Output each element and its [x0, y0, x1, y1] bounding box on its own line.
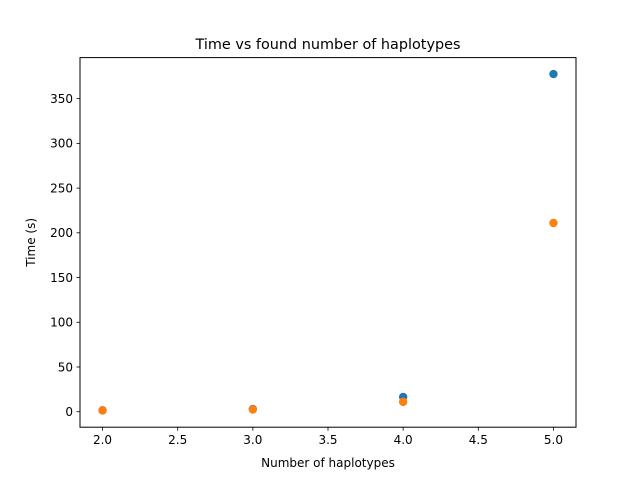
y-tick-label: 350	[50, 92, 73, 106]
scatter-point	[549, 69, 558, 79]
x-tick-label: 5.0	[544, 433, 563, 447]
y-tick-label: 100	[50, 316, 73, 330]
scatter-point	[248, 405, 258, 414]
x-tick-label: 4.5	[469, 433, 488, 447]
axes-frame	[79, 57, 577, 428]
scatter-point	[549, 218, 558, 228]
series-2	[98, 218, 558, 415]
y-axis-label: Time (s)	[24, 218, 38, 268]
y-tick-label: 300	[50, 137, 73, 151]
x-tick-label: 3.0	[243, 433, 262, 447]
y-tick-label: 200	[50, 226, 73, 240]
y-tick-label: 150	[50, 271, 73, 285]
chart-title: Time vs found number of haplotypes	[195, 37, 461, 53]
y-tick-label: 50	[58, 360, 73, 374]
scatter-point	[398, 397, 408, 407]
y-tick-label: 250	[50, 181, 73, 195]
x-tick-label: 2.5	[168, 433, 187, 447]
x-tick-label: 2.0	[93, 433, 112, 447]
x-tick-label: 4.0	[394, 433, 413, 447]
scatter-point	[98, 406, 107, 415]
data-points	[98, 69, 558, 415]
x-tick-label: 3.5	[318, 433, 337, 447]
x-axis-label: Number of haplotypes	[261, 456, 395, 470]
ticks: 2.0 2.5 3.0 3.5 4.0 4.5 5.0 0 50 100 150 200 250 300 3…	[50, 92, 563, 447]
y-tick-label: 0	[65, 405, 73, 419]
